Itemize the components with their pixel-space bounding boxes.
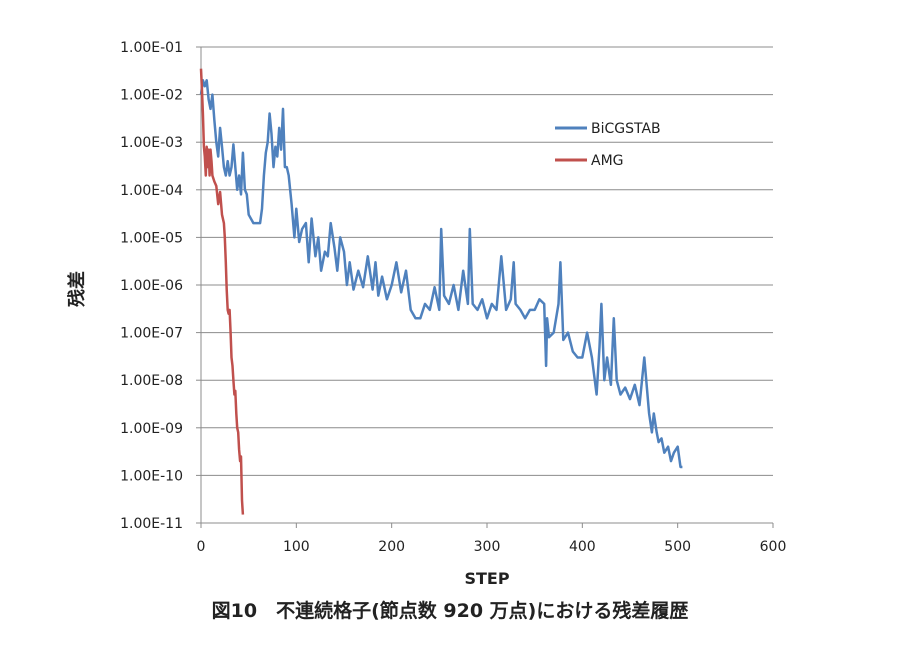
x-tick-labels: 0 100 200 300 400 500 600 [197,539,787,555]
y-tick-label: 1.00E-03 [120,135,183,151]
y-tick-label: 1.00E-07 [120,326,183,342]
figure-caption: 図10 不連続格子(節点数 920 万点)における残差履歴 [211,600,689,622]
x-tick-label: 300 [474,539,501,555]
y-axis-label: 残差 [67,271,88,307]
series-lines [199,68,683,515]
y-tick-label: 1.00E-02 [120,88,183,104]
series-line-amg [199,68,245,515]
series-line-bicgstab [199,79,683,469]
y-tick-label: 1.00E-09 [120,421,183,437]
horizontal-gridlines [201,46,773,524]
y-tick-label: 1.00E-01 [120,40,183,56]
chart-axes [196,46,774,528]
x-tick-label: 500 [664,539,691,555]
y-tick-label: 1.00E-05 [120,230,183,246]
y-tick-label: 1.00E-11 [120,516,183,532]
y-tick-label: 1.00E-06 [120,278,183,294]
x-tick-label: 600 [760,539,787,555]
y-tick-label: 1.00E-08 [120,373,183,389]
x-axis-label: STEP [464,569,509,588]
x-tick-label: 200 [378,539,405,555]
x-tick-label: 0 [197,539,206,555]
y-tick-label: 1.00E-10 [120,468,183,484]
y-tick-labels: 1.00E-01 1.00E-02 1.00E-03 1.00E-04 1.00E-05… [120,40,183,532]
y-axis-label-wrapper: 残差 [62,256,102,316]
legend-label: BiCGSTAB [591,121,661,137]
y-tick-label: 1.00E-04 [120,183,183,199]
legend: BiCGSTAB AMG [555,121,661,169]
x-tick-label: 100 [283,539,310,555]
x-tick-label: 400 [569,539,596,555]
legend-label: AMG [591,153,624,169]
